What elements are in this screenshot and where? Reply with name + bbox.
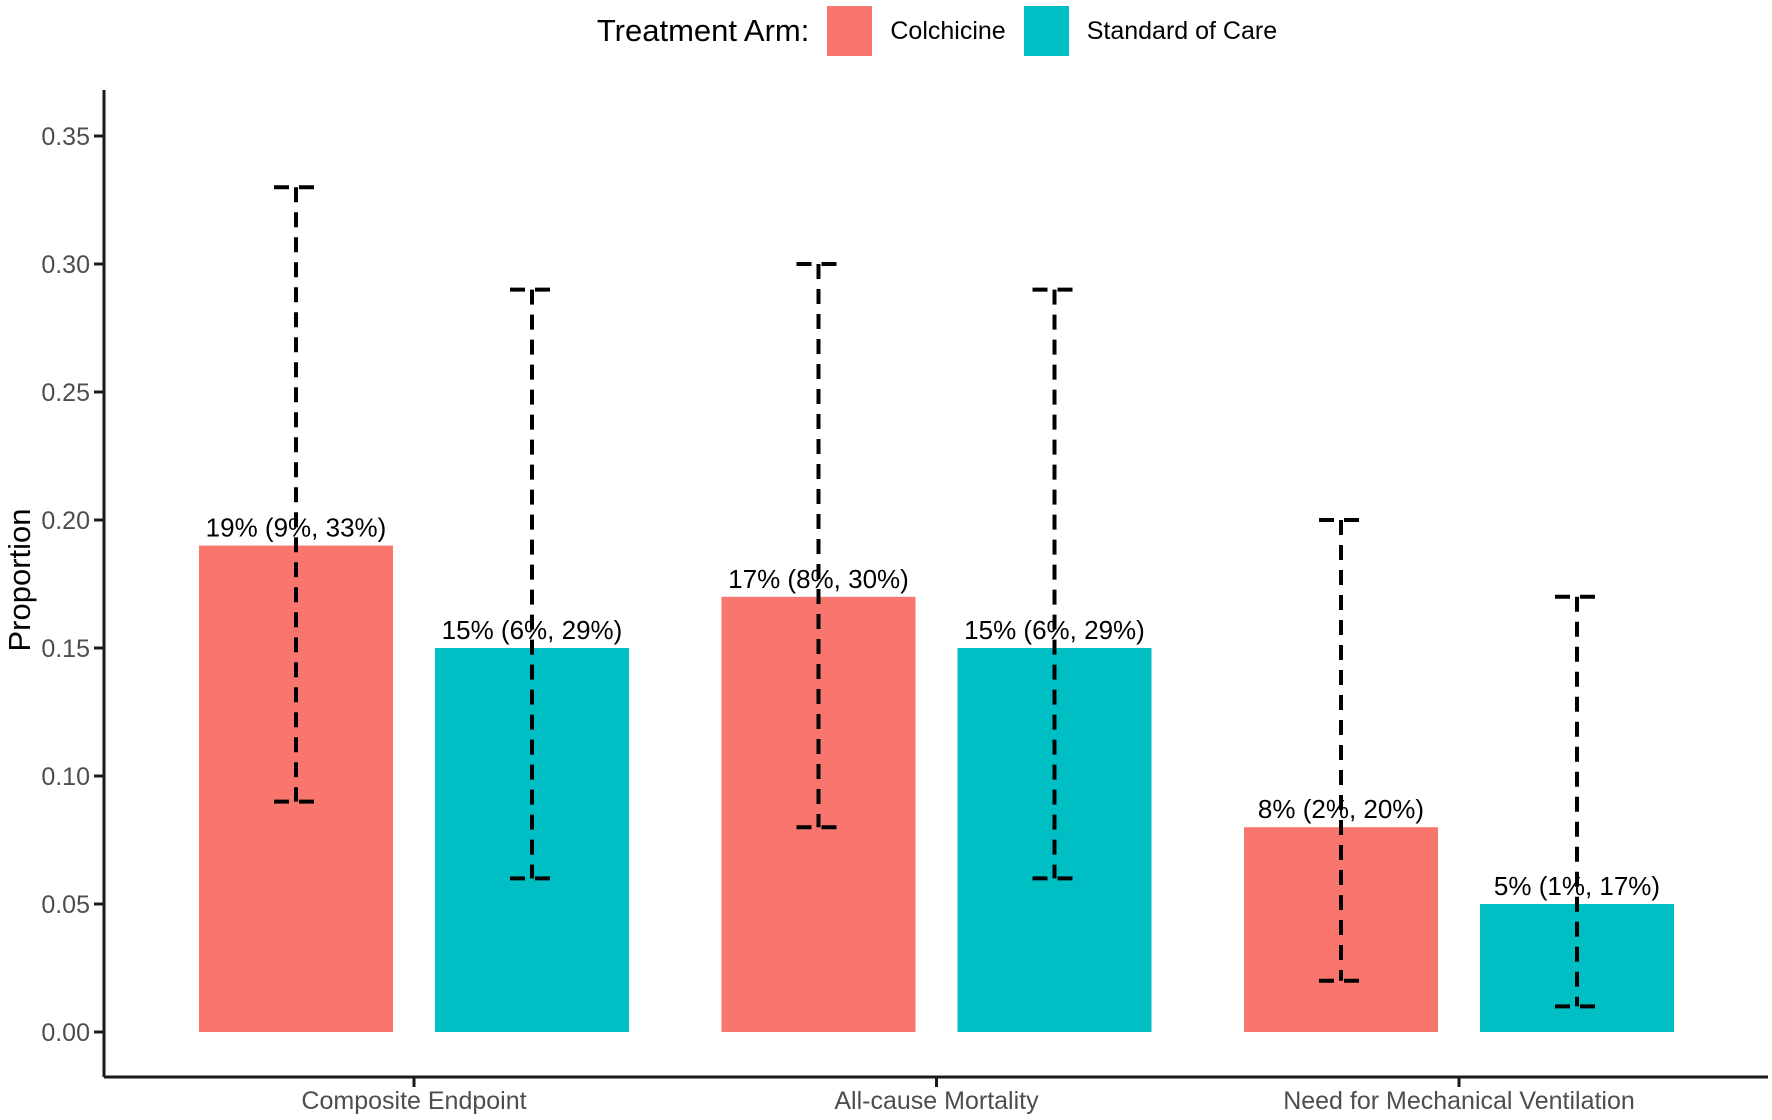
- bar-value-label-colchicine-all-cause-mortality: 17% (8%, 30%): [728, 564, 909, 594]
- y-tick-label-0.10: 0.10: [41, 763, 90, 791]
- legend: Treatment Arm: Colchicine Standard of Ca…: [104, 2, 1770, 60]
- bar-value-label-standard-of-care-composite-endpoint: 15% (6%, 29%): [442, 615, 623, 645]
- y-tick-label-0.30: 0.30: [41, 251, 90, 279]
- legend-swatch-standard-of-care: [1023, 6, 1069, 56]
- legend-label-standard-of-care: Standard of Care: [1086, 16, 1278, 45]
- bar-value-label-standard-of-care-need-for-mechanical-ventilation: 5% (1%, 17%): [1494, 871, 1660, 901]
- y-tick-label-0.25: 0.25: [41, 379, 90, 407]
- x-category-label-all-cause-mortality: All-cause Mortality: [834, 1087, 1039, 1115]
- y-tick-label-0.35: 0.35: [41, 123, 90, 151]
- legend-title: Treatment Arm:: [596, 13, 810, 48]
- bar-value-label-colchicine-need-for-mechanical-ventilation: 8% (2%, 20%): [1258, 794, 1424, 824]
- legend-label-colchicine: Colchicine: [890, 16, 1006, 45]
- y-tick-label-0.15: 0.15: [41, 635, 90, 663]
- bar-value-label-standard-of-care-all-cause-mortality: 15% (6%, 29%): [964, 615, 1145, 645]
- x-category-label-need-for-mechanical-ventilation: Need for Mechanical Ventilation: [1283, 1087, 1635, 1115]
- y-tick-label-0.05: 0.05: [41, 891, 90, 919]
- bar-value-label-colchicine-composite-endpoint: 19% (9%, 33%): [206, 513, 387, 543]
- x-category-label-composite-endpoint: Composite Endpoint: [301, 1087, 526, 1115]
- y-tick-label-0.00: 0.00: [41, 1019, 90, 1047]
- y-axis-title: Proportion: [2, 508, 37, 651]
- legend-swatch-colchicine: [827, 6, 873, 56]
- y-tick-label-0.20: 0.20: [41, 507, 90, 535]
